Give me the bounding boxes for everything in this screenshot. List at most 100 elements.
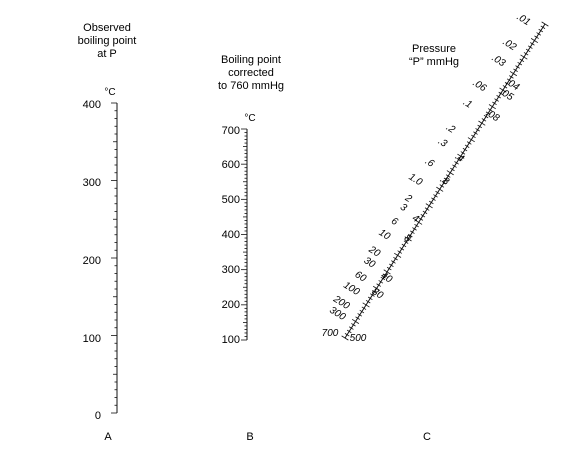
scale-b-title-line-3: to 760 mmHg	[218, 80, 284, 92]
scale-c-major-tick	[425, 203, 433, 209]
scale-a-unit: °C	[104, 87, 115, 98]
scale-b-title-line-2: corrected	[228, 67, 274, 79]
scale-c-minor-tick	[534, 35, 539, 39]
scale-c-minor-tick	[344, 333, 350, 337]
scale-c-minor-tick	[388, 263, 394, 267]
scale-c-minor-tick	[393, 256, 398, 261]
scale-c-minor-tick	[464, 144, 470, 148]
scale-c-label-10: 10	[377, 227, 393, 242]
scale-c-minor-tick	[496, 95, 502, 99]
scale-c-label-1-0: 1.0	[407, 172, 425, 189]
scale-c-label-0-1: .1	[461, 97, 474, 111]
scale-c-label-0-06: .06	[471, 78, 489, 95]
scale-c-major-tick	[499, 87, 507, 93]
scale-c-label-40: 40	[379, 270, 395, 285]
scale-c-minor-tick	[391, 260, 396, 264]
scale-c-title-line-2: “P” mmHg	[409, 56, 459, 68]
scale-a-label-200: 200	[83, 255, 101, 267]
scale-c-minor-tick	[536, 32, 542, 36]
scale-c-minor-tick	[386, 266, 392, 271]
scale-c-label-8: 8	[402, 233, 413, 246]
scale-c-minor-tick	[515, 65, 520, 69]
scale-c-letter: C	[423, 431, 431, 443]
scale-c-minor-tick	[540, 25, 546, 29]
scale-c-label-4: 4	[410, 213, 421, 226]
scale-c-minor-tick	[367, 296, 373, 301]
scale-c-minor-tick	[485, 111, 491, 115]
scale-c-minor-tick	[439, 184, 445, 188]
scale-c-label-0-6: .6	[423, 156, 436, 170]
scale-a-label-0: 0	[95, 410, 101, 422]
scale-a-ticks	[111, 102, 117, 414]
scale-c-label-0-8: .8	[438, 174, 451, 188]
scale-b-label-200: 200	[222, 299, 240, 311]
scale-c-major-tick	[436, 186, 444, 192]
scale-c-label-0-3: .3	[436, 136, 449, 150]
scale-c-ticks	[341, 21, 549, 341]
scale-c-minor-tick	[523, 52, 529, 56]
scale-b-label-700: 700	[222, 125, 240, 137]
scale-c-minor-tick	[494, 98, 499, 102]
scale-c-minor-tick	[530, 42, 535, 46]
scale-c-minor-tick	[466, 141, 472, 145]
scale-a-letter: A	[104, 431, 112, 443]
scale-b-title-line-1: Boiling point	[221, 54, 281, 66]
scale-c-major-tick	[541, 21, 549, 27]
scale-c-minor-tick	[372, 290, 377, 294]
scale-c-minor-tick	[422, 210, 428, 215]
scale-c-major-tick	[457, 153, 465, 159]
scale-c-major-tick	[520, 54, 528, 60]
scale-c-minor-tick	[380, 276, 386, 281]
scale-c-label-6: 6	[389, 216, 400, 229]
scale-c-minor-tick	[414, 223, 419, 228]
scale-c-minor-tick	[517, 61, 523, 66]
scale-c-major-tick	[404, 236, 412, 242]
scale-c-minor-tick	[407, 233, 413, 238]
scale-c-minor-tick	[435, 190, 440, 195]
scale-b-label-100: 100	[222, 334, 240, 346]
scale-c-major-tick	[467, 137, 475, 143]
scale-c-minor-tick	[359, 309, 365, 314]
scale-c-minor-tick	[420, 214, 426, 218]
scale-c-minor-tick	[487, 108, 493, 112]
scale-c-minor-tick	[513, 68, 518, 72]
scale-c-minor-tick	[412, 227, 417, 231]
scale-c-minor-tick	[454, 161, 459, 165]
scale-c-minor-tick	[351, 323, 356, 327]
scale-c-minor-tick	[452, 164, 457, 168]
scale-c-major-tick	[509, 71, 518, 77]
scale-c-major-tick	[362, 302, 370, 308]
scale-c-label-3: 3	[398, 202, 409, 215]
scale-c-label-0-08: .08	[484, 108, 502, 125]
scale-c-minor-tick	[456, 157, 462, 162]
scale-c-minor-tick	[431, 197, 436, 201]
scale-c-minor-tick	[460, 151, 466, 155]
scale-b-label-300: 300	[222, 264, 240, 276]
scale-c-minor-tick	[361, 306, 367, 310]
scale-c-minor-tick	[481, 118, 487, 122]
scale-c-title-line-1: Pressure	[412, 43, 456, 55]
scale-b-label-600: 600	[222, 159, 240, 171]
scale-a: Observed boiling point at P °C 400 300 2…	[78, 22, 137, 443]
scale-c-minor-tick	[525, 48, 531, 53]
scale-c-minor-tick	[348, 326, 354, 330]
scale-c-major-tick	[488, 104, 496, 110]
scale-c-major-tick	[372, 285, 381, 291]
scale-c-minor-tick	[428, 200, 434, 205]
scale-c-minor-tick	[475, 128, 480, 132]
scale-a-label-300: 300	[83, 177, 101, 189]
scale-b-label-400: 400	[222, 229, 240, 241]
scale-c: Pressure “P” mmHg .01 .02 .03 .06 .1 .2 …	[322, 12, 549, 443]
scale-c-major-tick	[415, 219, 423, 225]
scale-b-label-500: 500	[222, 194, 240, 206]
scale-c-minor-tick	[378, 280, 384, 284]
scale-c-label-0-03: .03	[490, 53, 508, 70]
scale-c-minor-tick	[502, 85, 508, 89]
scale-c-minor-tick	[508, 75, 514, 79]
scale-c-label-0-2: .2	[444, 122, 457, 136]
scale-c-minor-tick	[401, 243, 407, 248]
scale-a-title-line-2: boiling point	[78, 35, 137, 47]
scale-b-letter: B	[246, 431, 253, 443]
scale-c-minor-tick	[357, 313, 363, 317]
